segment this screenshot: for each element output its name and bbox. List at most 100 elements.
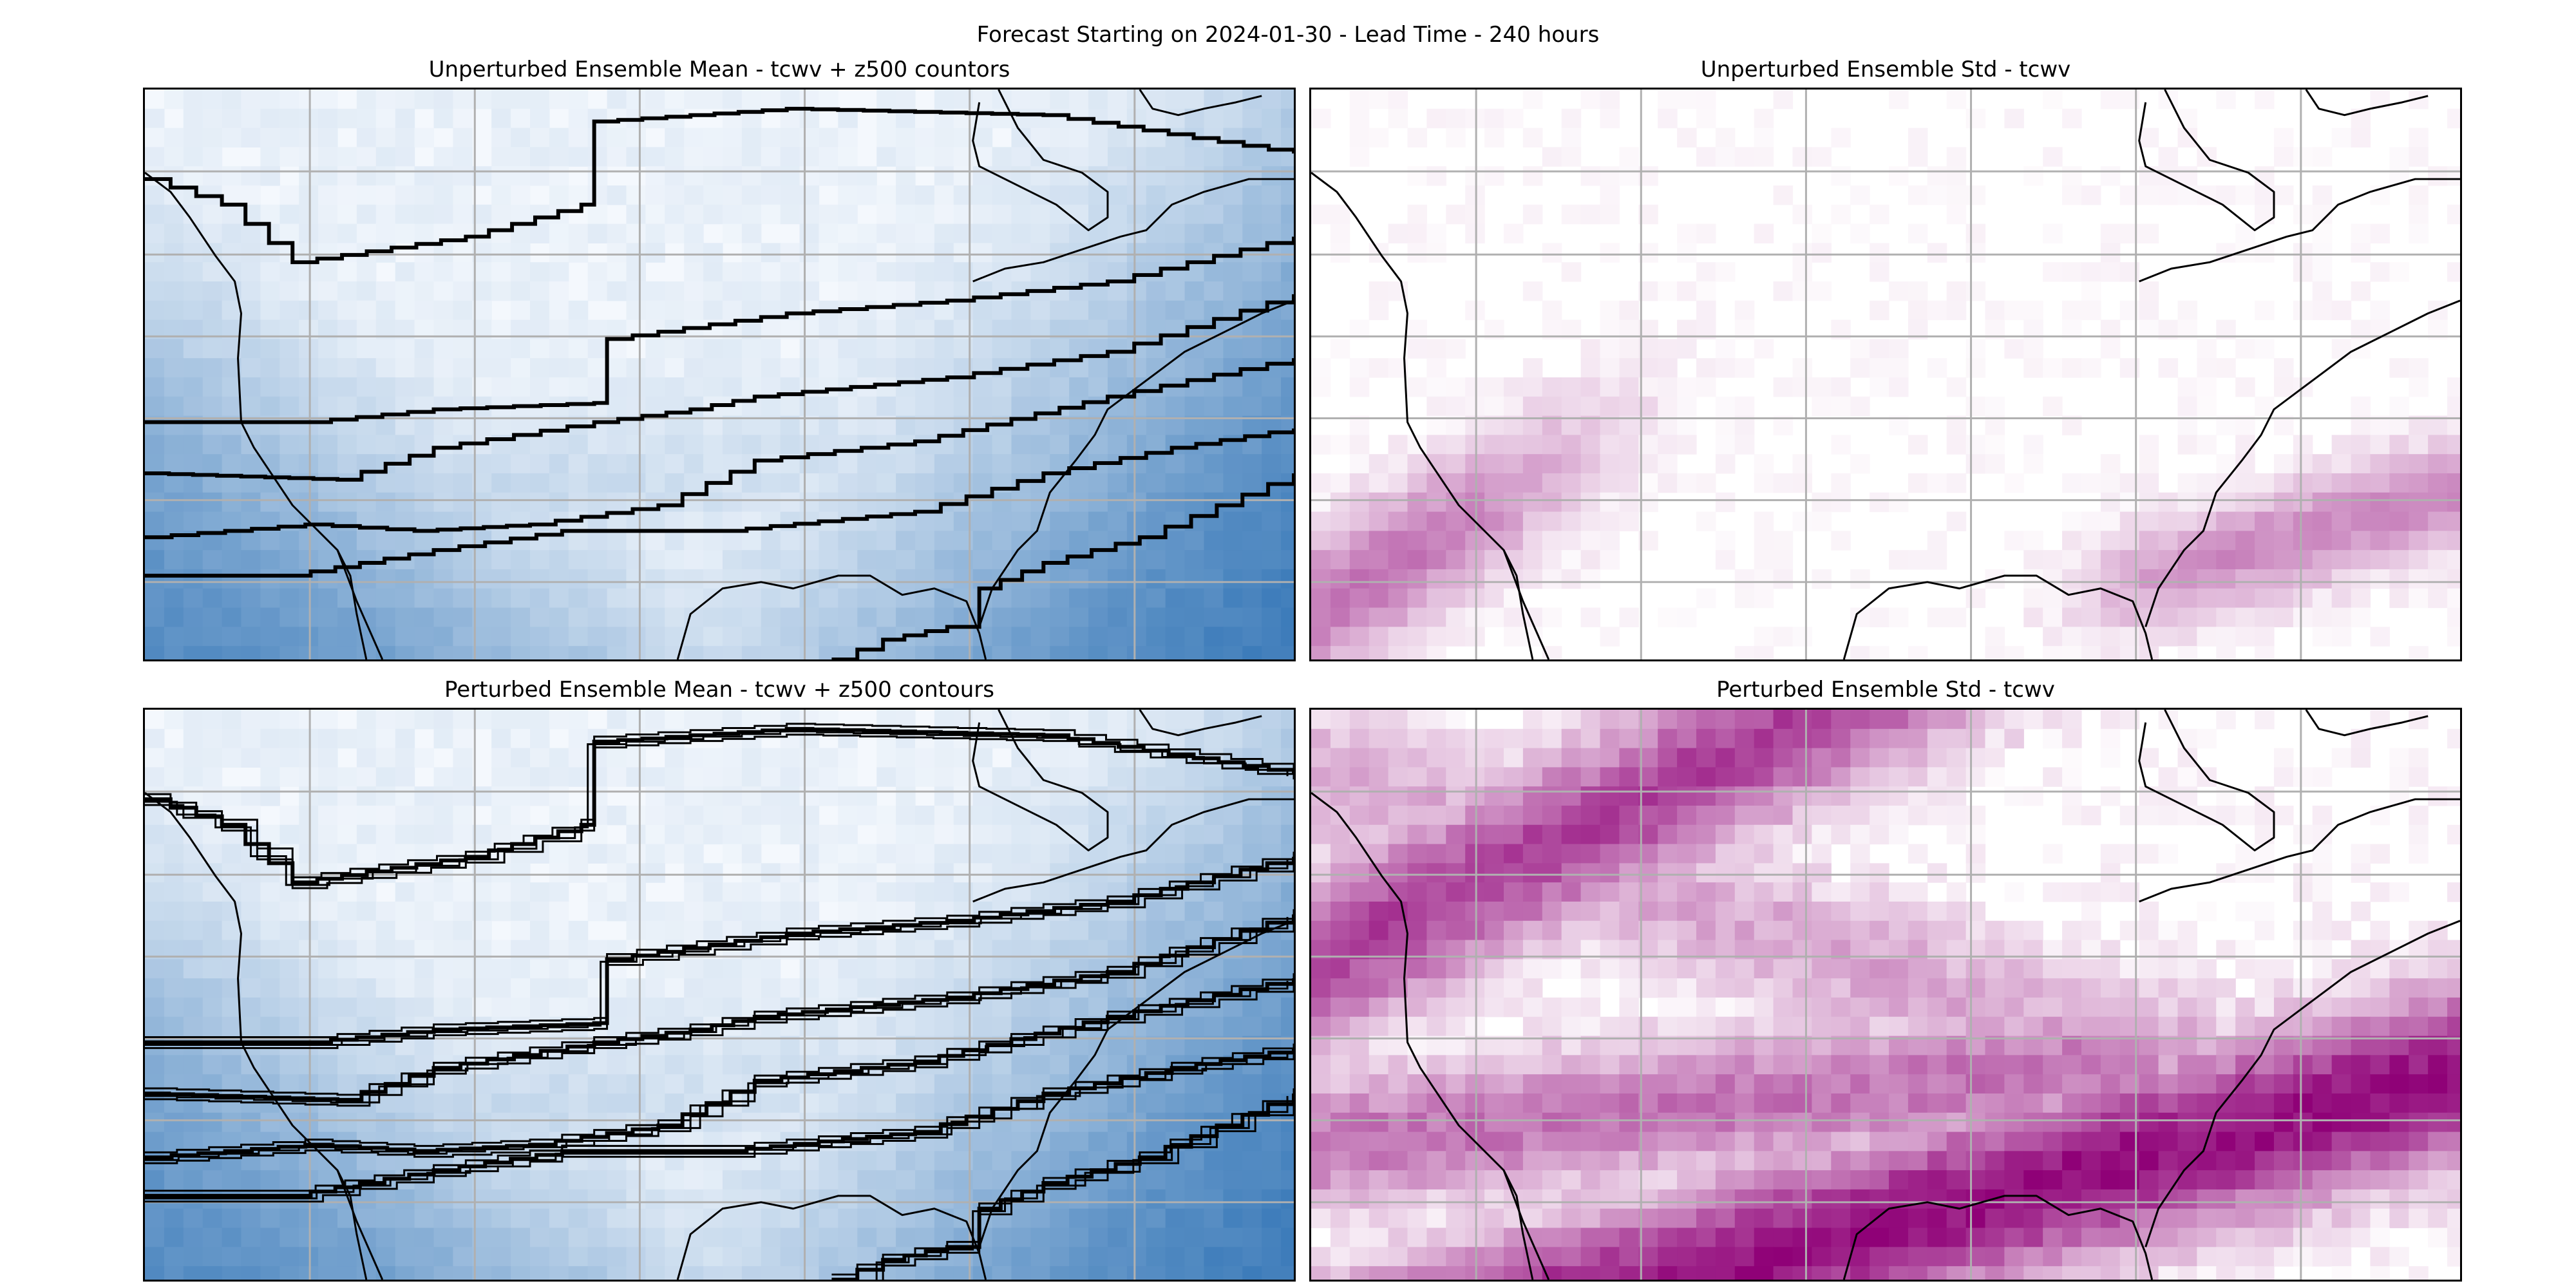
field-cell [761,588,781,609]
field-cell [607,901,627,922]
field-cell [1011,511,1031,531]
field-cell [1946,607,1967,627]
field-cell [1734,748,1755,768]
field-cell [202,1055,223,1075]
field-cell [934,473,954,493]
field-cell [2043,550,2063,570]
field-cell [1011,300,1031,321]
field-cell [299,748,319,768]
field-cell [684,90,704,109]
field-cell [1715,339,1736,359]
field-cell [260,748,280,768]
field-cell [2255,786,2275,806]
field-cell [896,531,916,551]
field-cell [1619,824,1639,845]
field-cell [241,377,261,397]
field-cell [799,243,820,263]
field-cell [299,1151,319,1171]
field-cell [1311,531,1331,551]
field-cell [1088,300,1108,321]
field-cell [1522,358,1543,378]
field-cell [1088,262,1108,282]
field-cell [2043,396,2063,417]
field-cell [2331,492,2352,513]
field-cell [414,166,435,186]
field-cell [529,767,550,787]
field-cell [241,300,261,321]
field-cell [1773,473,1794,493]
field-cell [626,185,646,205]
field-cell [1242,1227,1262,1247]
field-cell [1349,511,1370,531]
field-cell [1465,786,1485,806]
field-cell [587,824,608,845]
field-cell [1050,492,1070,513]
field-cell [2312,511,2333,531]
field-cell [511,300,531,321]
field-cell [1407,588,1427,609]
field-cell [164,767,184,787]
field-cell [587,646,608,659]
field-cell [241,1170,261,1190]
field-cell [914,492,935,513]
field-cell [1184,646,1205,659]
field-cell [819,473,838,493]
field-cell [703,262,723,282]
field-cell [260,920,280,941]
field-cell [1754,569,1774,589]
field-cell [2409,185,2429,205]
field-cell [684,550,704,570]
field-cell [1696,147,1716,167]
field-cell [645,511,665,531]
field-cell [164,511,184,531]
field-cell [1011,1074,1031,1094]
field-cell [337,1055,357,1075]
field-cell [202,646,223,659]
field-cell [202,1112,223,1133]
field-cell [222,646,242,659]
field-cell [1184,1266,1205,1280]
field-cell [299,728,319,749]
field-cell [1204,1227,1224,1247]
field-cell [164,300,184,321]
field-cell [1965,243,1986,263]
field-cell [1696,377,1716,397]
field-cell [722,281,743,301]
field-cell [1407,824,1427,845]
field-cell [626,569,646,589]
field-cell [202,1208,223,1229]
field-cell [2351,454,2371,474]
field-cell [1446,454,1466,474]
field-cell [1281,90,1294,109]
field-cell [626,473,646,493]
field-cell [568,1055,589,1075]
field-cell [2370,511,2390,531]
field-cell [1281,377,1294,397]
field-cell [529,882,550,902]
field-cell [1262,1074,1282,1094]
field-cell [491,1189,511,1209]
field-cell [1242,1189,1262,1209]
field-cell [2177,511,2197,531]
field-cell [876,748,896,768]
field-cell [2447,108,2460,129]
field-cell [876,1208,896,1229]
field-cell [1011,1132,1031,1151]
field-cell [992,1227,1012,1247]
field-cell [1407,863,1427,883]
field-cell [1946,511,1967,531]
field-cell [992,997,1012,1018]
field-cell [896,824,916,845]
field-cell [819,262,838,282]
field-cell [260,300,280,321]
field-cell [857,978,877,998]
field-cell [1069,147,1089,167]
field-cell [1754,710,1774,730]
field-cell [819,959,838,979]
field-cell [1184,569,1205,589]
field-cell [587,454,608,474]
field-cell [665,147,685,167]
field-cell [356,262,377,282]
field-cell [587,767,608,787]
field-cell [1050,262,1070,282]
